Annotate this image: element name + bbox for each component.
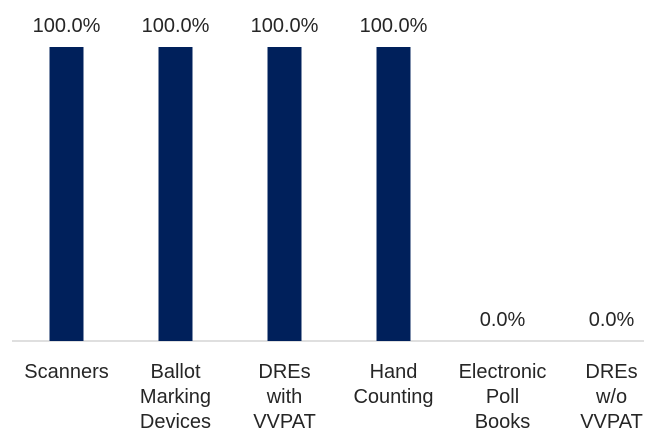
x-tick-label-line: Books	[475, 411, 531, 433]
x-tick-label-4: Electronic Poll Books	[459, 361, 547, 433]
x-tick-label-3: Hand Counting	[353, 361, 433, 408]
bar-3	[376, 47, 411, 341]
data-label-5: 0.0%	[589, 309, 635, 331]
data-label-2: 100.0%	[251, 15, 319, 37]
bar-2	[267, 47, 302, 341]
x-tick-label-line: Electronic	[459, 361, 547, 383]
x-tick-label-line: Devices	[140, 411, 211, 433]
x-tick-label-line: Marking	[140, 386, 211, 408]
x-tick-label-2: DREs with VVPAT	[253, 361, 316, 433]
bars-group	[49, 47, 411, 341]
data-label-0: 100.0%	[33, 15, 101, 37]
x-tick-label-1: Ballot Marking Devices	[140, 361, 211, 433]
x-tick-label-line: Hand	[370, 361, 418, 383]
x-tick-labels-group: Scanners Ballot Marking Devices DREs with VVPA…	[24, 361, 643, 433]
data-labels-group: 100.0% 100.0% 100.0% 100.0% 0.0% 0.0%	[33, 15, 635, 331]
x-tick-label-5: DREs w/o VVPAT	[580, 361, 643, 433]
x-tick-label-line: Poll	[486, 386, 519, 408]
x-tick-label-0: Scanners	[24, 361, 109, 383]
x-tick-label-line: DREs	[585, 361, 637, 383]
data-label-3: 100.0%	[360, 15, 428, 37]
bar-0	[49, 47, 84, 341]
x-tick-label-line: Counting	[353, 386, 433, 408]
data-label-4: 0.0%	[480, 309, 526, 331]
x-tick-label-line: with	[266, 386, 303, 408]
x-tick-label-line: VVPAT	[253, 411, 316, 433]
x-tick-label-line: Scanners	[24, 361, 109, 383]
data-label-1: 100.0%	[142, 15, 210, 37]
x-tick-label-line: VVPAT	[580, 411, 643, 433]
bar-1	[158, 47, 193, 341]
x-tick-label-line: Ballot	[150, 361, 200, 383]
x-tick-label-line: w/o	[595, 386, 627, 408]
x-tick-label-line: DREs	[258, 361, 310, 383]
